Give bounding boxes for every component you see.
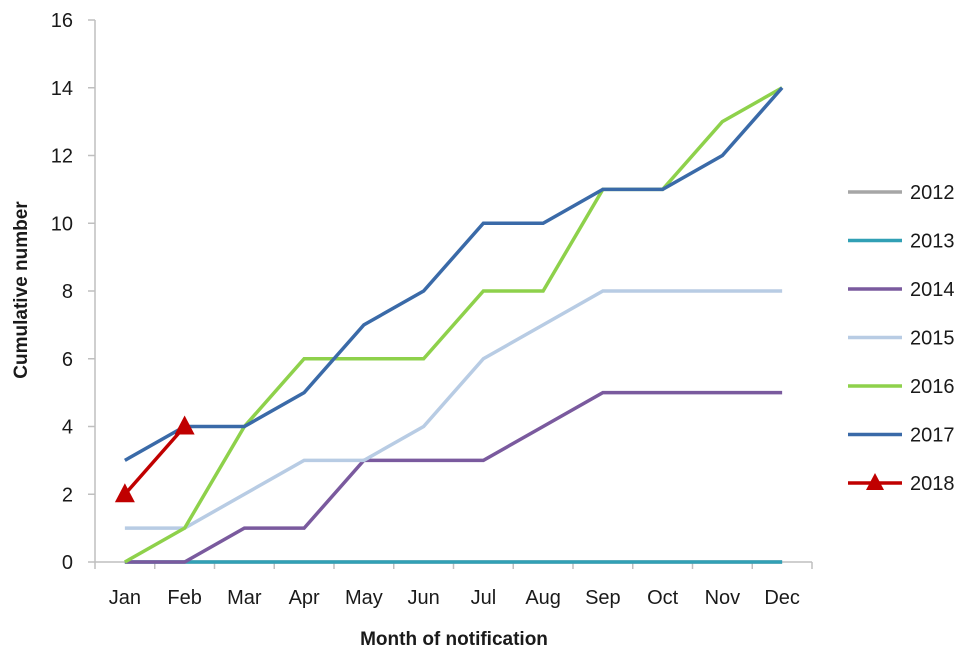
x-tick-label: Jun: [408, 587, 440, 609]
y-tick-label: 8: [62, 281, 73, 303]
series-line-2018: [123, 425, 186, 496]
y-tick-label: 2: [62, 484, 73, 506]
x-tick-label: Sep: [585, 587, 621, 609]
y-tick-label: 14: [51, 78, 73, 100]
y-tick-label: 6: [62, 349, 73, 371]
y-tick-label: 10: [51, 213, 73, 235]
legend: 2012 2013 2014 2015 2016 2017 2018: [848, 182, 955, 495]
series-line-2014: [124, 390, 783, 564]
y-tick-label: 4: [62, 417, 73, 439]
y-axis-ticks: 0 2 4 6 8 10 12 14 16: [51, 10, 95, 574]
legend-label-2016: 2016: [910, 376, 955, 398]
series-layer: [114, 86, 784, 564]
x-tick-label: Apr: [289, 587, 320, 609]
legend-marker-2018: [866, 473, 884, 490]
legend-label-2014: 2014: [910, 279, 955, 301]
x-tick-label: Dec: [764, 587, 800, 609]
x-tick-label: Nov: [705, 587, 741, 609]
series-point-2018: [174, 415, 195, 435]
x-tick-label: Oct: [647, 587, 679, 609]
series-line-2015: [124, 289, 783, 530]
legend-label-2015: 2015: [910, 328, 955, 350]
x-axis-ticks: Jan Feb Mar Apr May Jun Jul Aug Sep Oct Nov Dec: [94, 562, 813, 609]
series-point-2018: [114, 483, 135, 503]
x-tick-label: Jul: [471, 587, 497, 609]
x-tick-label: May: [345, 587, 383, 609]
y-tick-label: 16: [51, 10, 73, 32]
y-tick-label: 12: [51, 146, 73, 168]
series-line-2017: [124, 86, 784, 462]
series-line-2016: [124, 86, 783, 564]
x-axis-title: Month of notification: [360, 629, 548, 650]
y-axis-title: Cumulative number: [11, 201, 32, 379]
legend-label-2013: 2013: [910, 231, 955, 253]
y-tick-label: 0: [62, 552, 73, 574]
legend-label-2018: 2018: [910, 473, 955, 495]
x-tick-label: Feb: [167, 587, 201, 609]
legend-label-2012: 2012: [910, 182, 955, 204]
legend-label-2017: 2017: [910, 425, 955, 447]
x-tick-label: Aug: [525, 587, 561, 609]
x-tick-label: Jan: [109, 587, 141, 609]
x-tick-label: Mar: [227, 587, 262, 609]
